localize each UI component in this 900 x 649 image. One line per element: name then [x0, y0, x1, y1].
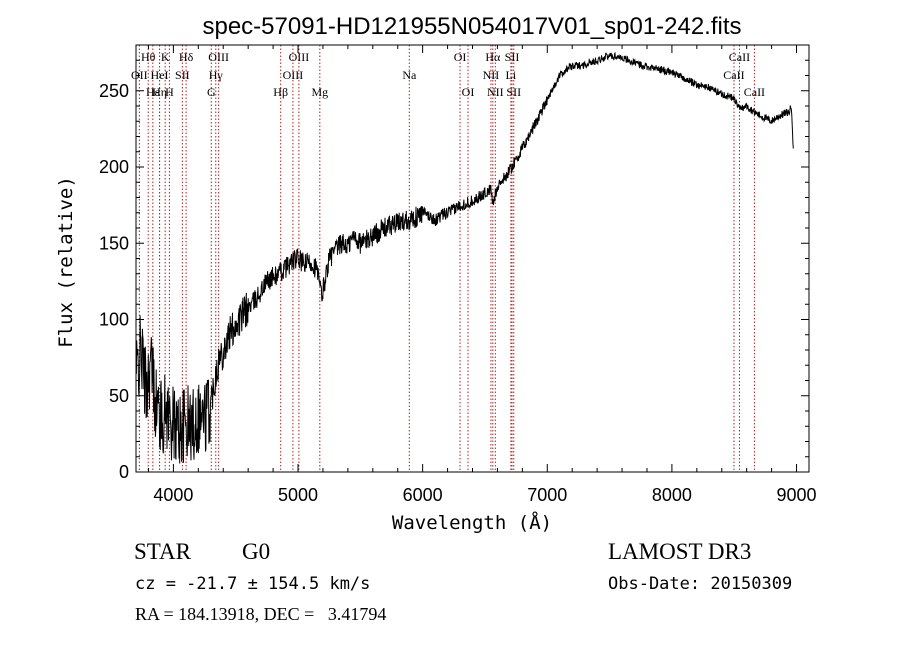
line-label-21: G — [207, 85, 216, 99]
subclass: G0 — [242, 539, 271, 564]
line-label-7: SII — [505, 50, 520, 64]
y-tick-label-2: 100 — [99, 310, 129, 330]
line-label-23: Mg — [311, 85, 328, 99]
line-label-10: HeI — [151, 68, 169, 82]
x-tick-label-5: 9000 — [777, 485, 817, 505]
emission-lines — [138, 45, 755, 472]
line-label-17: CaII — [723, 68, 744, 82]
line-label-12: Hγ — [209, 68, 224, 82]
line-label-24: OI — [462, 85, 475, 99]
line-label-19: Hη — [152, 85, 167, 99]
coordinates: RA = 184.13918, DEC = 3.41794 — [135, 604, 387, 624]
observation-date: Obs-Date: 20150309 — [608, 574, 793, 594]
x-tick-label-3: 7000 — [527, 485, 567, 505]
line-label-1: K — [161, 50, 170, 64]
line-label-26: SII — [506, 85, 521, 99]
line-label-2: Hδ — [179, 50, 194, 64]
plot-frame — [135, 44, 810, 473]
x-tick-label-4: 8000 — [652, 485, 692, 505]
x-tick-label-1: 5000 — [278, 485, 318, 505]
line-label-8: CaII — [729, 50, 750, 64]
y-axis-label: Flux (relative) — [55, 176, 77, 348]
line-label-15: NII — [483, 68, 500, 82]
line-label-4: OIII — [289, 50, 310, 64]
line-label-25: NII — [487, 85, 504, 99]
chart-title: spec-57091-HD121955N054017V01_sp01-242.f… — [202, 13, 741, 40]
line-label-6: Hα — [485, 50, 501, 64]
line-label-27: CaII — [744, 85, 765, 99]
y-tick-label-0: 0 — [119, 462, 129, 482]
line-label-18: Hε — [146, 85, 160, 99]
line-label-5: OI — [454, 50, 467, 64]
line-label-16: Li — [506, 68, 517, 82]
line-label-0: Hθ — [141, 50, 156, 64]
y-axis-ticks: 0 50 100 150 200 250 — [99, 59, 809, 482]
object-class: STAR — [134, 539, 191, 564]
x-tick-label-0: 4000 — [153, 485, 193, 505]
line-label-3: OIII — [208, 50, 229, 64]
x-tick-label-2: 6000 — [403, 485, 443, 505]
y-tick-label-3: 150 — [99, 233, 129, 253]
line-label-11: SII — [175, 68, 190, 82]
line-label-13: OIII — [283, 68, 304, 82]
line-label-22: Hβ — [273, 85, 288, 99]
y-tick-label-5: 250 — [99, 81, 129, 101]
line-label-20: H — [165, 85, 174, 99]
line-label-14: Na — [402, 68, 417, 82]
x-axis-label: Wavelength (Å) — [392, 511, 552, 534]
redshift-cz: cz = -21.7 ± 154.5 km/s — [135, 574, 371, 594]
survey-name: LAMOST DR3 — [608, 539, 752, 564]
spectrum-line — [135, 51, 794, 464]
y-tick-label-1: 50 — [109, 386, 129, 406]
y-tick-label-4: 200 — [99, 157, 129, 177]
x-axis-ticks: 4000 5000 6000 7000 8000 9000 — [147, 45, 817, 505]
